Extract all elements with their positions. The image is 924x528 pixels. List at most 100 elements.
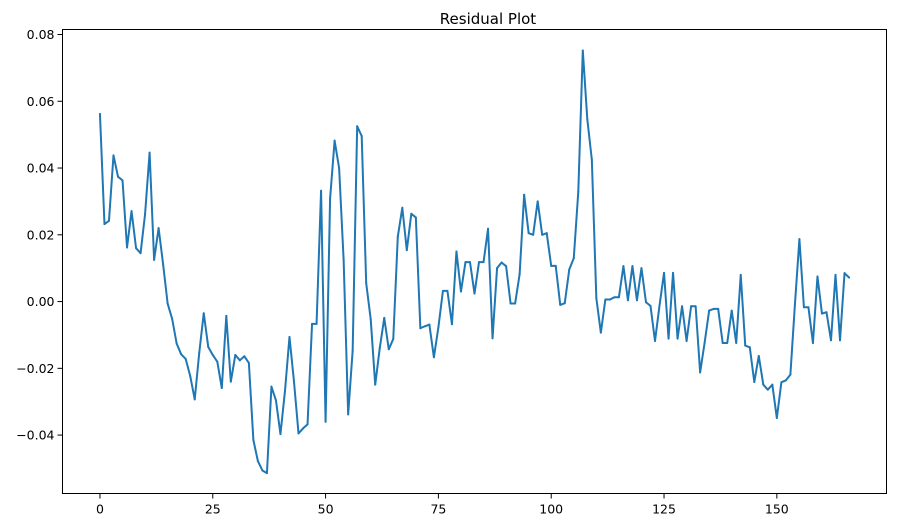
residual-point [626, 299, 629, 302]
residual-point [699, 371, 702, 374]
residual-point [730, 309, 733, 312]
residual-point [577, 190, 580, 193]
residual-point [825, 311, 828, 314]
residual-point [423, 325, 426, 328]
residual-point [509, 302, 512, 305]
residual-point [450, 323, 453, 326]
residual-point [712, 307, 715, 310]
residual-point [107, 219, 110, 222]
residual-point [342, 258, 345, 261]
residual-point [392, 337, 395, 340]
residual-point [672, 271, 675, 274]
residual-point [175, 342, 178, 345]
residual-point [811, 341, 814, 344]
residual-point [324, 420, 327, 423]
residual-point [586, 118, 589, 121]
residual-point [807, 306, 810, 309]
residual-point [708, 309, 711, 312]
y-tick-label: −0.04 [16, 428, 54, 443]
residual-point [347, 413, 350, 416]
residual-points [98, 49, 851, 475]
residual-point [193, 398, 196, 401]
residual-point [536, 200, 539, 203]
residual-point [491, 337, 494, 340]
residual-point [739, 273, 742, 276]
residual-point [383, 316, 386, 319]
residual-point [315, 322, 318, 325]
residual-point [157, 227, 160, 230]
residual-point [694, 305, 697, 308]
residual-point [848, 276, 851, 279]
residual-point [604, 298, 607, 301]
residual-point [554, 264, 557, 267]
x-tick-label: 50 [318, 502, 334, 517]
residual-point [351, 349, 354, 352]
residual-point [599, 331, 602, 334]
residual-point [198, 351, 201, 354]
residual-point [613, 296, 616, 299]
residual-point [523, 193, 526, 196]
residual-point [410, 212, 413, 215]
residual-point [654, 339, 656, 342]
x-tick-label: 150 [765, 502, 789, 517]
residual-point [270, 385, 273, 388]
y-tick-label: 0.08 [27, 27, 55, 42]
residual-point [98, 112, 101, 115]
residual-point [112, 154, 115, 157]
residual-point [369, 318, 372, 321]
residual-point [771, 383, 774, 386]
residual-point [247, 361, 250, 364]
residual-point [238, 359, 241, 362]
residual-point [387, 348, 390, 351]
residual-point [581, 49, 584, 52]
residual-point [617, 296, 620, 299]
residual-point [401, 206, 404, 209]
residual-point [482, 261, 485, 264]
residual-point [162, 263, 165, 266]
residual-point [766, 388, 769, 391]
residual-point [640, 267, 643, 270]
residual-point [153, 258, 156, 261]
residual-point [279, 433, 282, 436]
residual-point [464, 261, 467, 264]
residual-point [478, 261, 481, 264]
residual-point [473, 292, 476, 295]
residual-point [189, 375, 192, 377]
residual-point [171, 317, 174, 320]
residual-point [117, 175, 119, 178]
residual-point [830, 339, 832, 342]
residual-point [121, 179, 124, 182]
residual-point [703, 341, 706, 344]
residual-point [784, 379, 787, 382]
plot-area-frame [62, 29, 887, 494]
residual-point [234, 353, 237, 356]
residual-point [514, 302, 517, 305]
residual-point [663, 271, 666, 274]
residual-point [595, 297, 598, 300]
residual-point [225, 314, 228, 317]
residual-point [744, 344, 747, 347]
residual-point [608, 298, 611, 301]
x-tick-label: 75 [430, 502, 446, 517]
residual-point [374, 383, 377, 386]
residual-point [726, 341, 729, 344]
residual-point [735, 341, 738, 344]
residual-point [816, 275, 819, 278]
residual-point [775, 417, 778, 420]
residual-point [283, 390, 286, 393]
residual-point [572, 257, 575, 260]
residual-point [320, 189, 323, 192]
residual-point [455, 250, 458, 253]
residual-point [419, 327, 422, 330]
residual-point [405, 249, 408, 252]
residual-point [780, 381, 783, 384]
residual-series-line [98, 49, 851, 475]
residual-point [649, 304, 652, 307]
x-tick-label: 0 [96, 502, 104, 517]
residual-point [365, 282, 368, 285]
residual-point [459, 290, 462, 293]
residual-point [527, 232, 530, 235]
y-tick-label: 0.04 [27, 161, 55, 176]
residual-point [802, 306, 805, 309]
